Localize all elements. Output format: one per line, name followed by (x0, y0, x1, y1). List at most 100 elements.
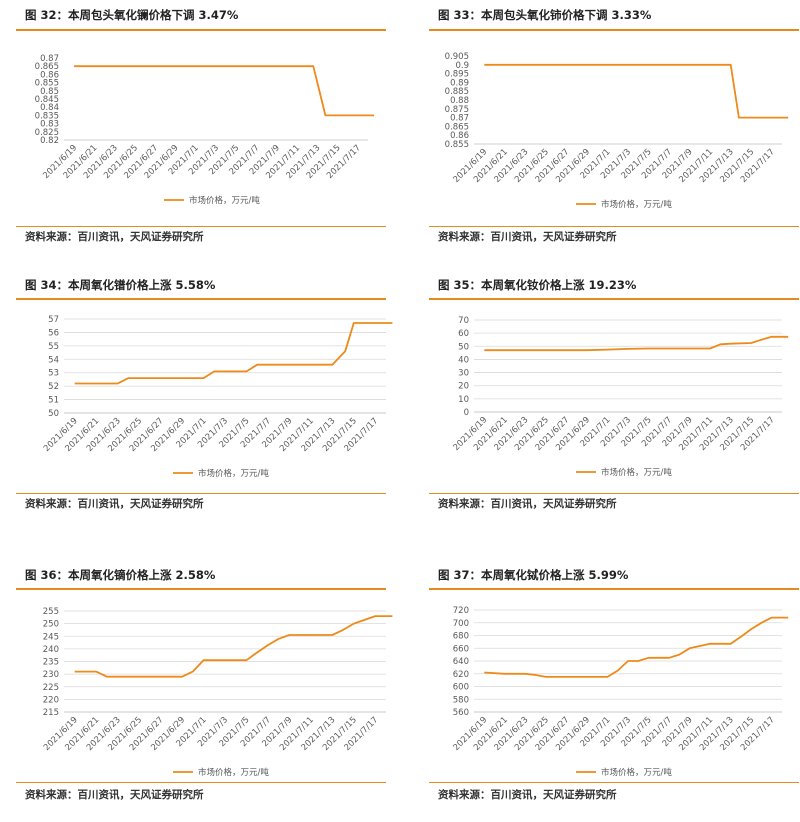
y-tick-label: 0.845 (35, 95, 59, 105)
chart-panel-2: 图 33：本周包头氧化铈价格下调 3.33% 0.905 0.9 0.895 0.89… (413, 8, 800, 248)
y-tick-label: 0.865 (35, 62, 59, 72)
chart-title: 图 34：本周氧化镨价格上涨 5.58% (25, 278, 216, 292)
chart-panel-6: 图 37：本周氧化铽价格上涨 5.99% 720 700 680 660 640 620 6… (413, 568, 800, 813)
y-tick-label: 0.875 (445, 105, 469, 115)
title-rule (16, 29, 386, 31)
line-chart: 0.9050.90.8950.890.8850.880.8750.870.865… (445, 52, 789, 210)
title-rule (16, 298, 386, 300)
source-note: 资料来源：百川资讯，天风证券研究所 (25, 789, 204, 801)
y-tick-label: 0.825 (35, 128, 59, 138)
source-note: 资料来源：百川资讯，天风证券研究所 (438, 789, 617, 801)
y-tick-label: 0.83 (40, 120, 59, 130)
title-rule (429, 29, 799, 31)
y-tick-label: 10 (458, 395, 469, 405)
series-line (74, 615, 393, 678)
y-tick-label: 580 (453, 695, 469, 705)
y-tick-label: 620 (453, 670, 469, 680)
legend-label: 市场价格，万元/吨 (189, 195, 260, 206)
source-note: 资料来源：百川资讯，天风证券研究所 (438, 231, 617, 243)
chart-title: 图 36：本周氧化镝价格上涨 2.58% (25, 568, 216, 582)
y-tick-label: 720 (453, 606, 469, 616)
y-tick-label: 600 (453, 683, 469, 693)
y-tick-label: 680 (453, 632, 469, 642)
y-tick-label: 60 (458, 329, 469, 339)
y-tick-label: 220 (43, 695, 59, 705)
y-tick-label: 0.885 (445, 87, 469, 97)
source-rule (16, 782, 386, 783)
line-chart: 2552502452402352302252202152021/6/192021… (42, 607, 393, 778)
y-tick-label: 0.855 (445, 140, 469, 150)
y-tick-label: 70 (458, 316, 469, 326)
source-note: 资料来源：百川资讯，天风证券研究所 (438, 498, 617, 510)
line-chart: 7060504030201002021/6/192021/6/212021/6/… (451, 316, 789, 478)
series-line (484, 616, 789, 678)
y-tick-label: 0.88 (450, 96, 469, 106)
y-tick-label: 30 (458, 369, 469, 379)
legend-label: 市场价格，万元/吨 (601, 199, 672, 210)
y-tick-label: 700 (453, 619, 469, 629)
y-tick-label: 0.87 (450, 114, 469, 124)
y-tick-label: 245 (43, 632, 59, 642)
title-rule (429, 298, 799, 300)
chart-panel-3: 图 34：本周氧化镨价格上涨 5.58% 57 56 55 54 53 52 51 50 202… (0, 278, 393, 518)
y-tick-label: 0.9 (455, 61, 469, 71)
source-rule (429, 226, 799, 227)
y-tick-label: 0.855 (35, 79, 59, 89)
y-tick-label: 56 (48, 328, 59, 338)
y-tick-label: 20 (458, 382, 469, 392)
y-tick-label: 215 (43, 708, 59, 718)
y-tick-label: 225 (43, 683, 59, 693)
y-tick-label: 52 (48, 382, 59, 392)
legend-label: 市场价格，万元/吨 (198, 468, 269, 479)
y-tick-label: 0.84 (40, 103, 59, 113)
y-tick-label: 0 (464, 408, 469, 418)
y-tick-label: 0.89 (450, 78, 469, 88)
chart-title: 图 32：本周包头氧化镧价格下调 3.47% (25, 8, 239, 22)
y-tick-label: 660 (453, 644, 469, 654)
chart-panel-4: 图 35：本周氧化钕价格上涨 19.23% 70 60 50 40 30 20 10 0 202… (413, 278, 800, 518)
y-tick-label: 57 (48, 315, 59, 325)
chart-panel-5: 图 36：本周氧化镝价格上涨 2.58% 255 250 245 240 235 230 2… (0, 568, 393, 813)
y-tick-label: 51 (48, 396, 59, 406)
y-tick-label: 53 (48, 369, 59, 379)
y-tick-label: 640 (453, 657, 469, 667)
y-tick-label: 230 (43, 670, 59, 680)
y-tick-label: 50 (48, 409, 59, 419)
chart-title: 图 35：本周氧化钕价格上涨 19.23% (438, 278, 637, 292)
source-note: 资料来源：百川资讯，天风证券研究所 (25, 498, 204, 510)
y-tick-label: 0.82 (40, 136, 59, 146)
series-line (484, 63, 789, 119)
y-tick-label: 40 (458, 355, 469, 365)
source-rule (16, 226, 386, 227)
y-tick-label: 50 (458, 342, 469, 352)
y-tick-label: 0.86 (40, 70, 59, 80)
line-chart: 7207006806606406206005805602021/6/192021… (451, 606, 789, 778)
source-rule (16, 493, 386, 494)
legend-label: 市场价格，万元/吨 (198, 767, 269, 778)
series-line (484, 335, 789, 352)
y-tick-label: 560 (453, 708, 469, 718)
y-tick-label: 250 (43, 620, 59, 630)
title-rule (16, 588, 386, 590)
y-tick-label: 0.905 (445, 52, 469, 62)
chart-title: 图 37：本周氧化铽价格上涨 5.99% (438, 568, 629, 582)
y-tick-label: 255 (43, 607, 59, 617)
chart-panel-1: 图 32：本周包头氧化镧价格下调 3.47% 0.87 0.865 0.86 0.85… (0, 8, 387, 248)
y-tick-label: 235 (43, 658, 59, 668)
y-tick-label: 54 (48, 355, 59, 365)
y-tick-label: 0.85 (40, 87, 59, 97)
y-tick-label: 0.86 (450, 131, 469, 141)
y-tick-label: 0.835 (35, 111, 59, 121)
legend-label: 市场价格，万元/吨 (601, 767, 672, 778)
series-line (74, 322, 393, 385)
y-tick-label: 0.87 (40, 54, 59, 64)
line-chart: 57565554535251502021/6/192021/6/212021/6… (42, 315, 393, 479)
series-line (74, 65, 375, 117)
source-rule (429, 493, 799, 494)
title-rule (429, 588, 799, 590)
source-rule (429, 782, 799, 783)
y-tick-label: 240 (43, 645, 59, 655)
line-chart: 0.870.8650.860.8550.850.8450.840.8350.83… (35, 54, 375, 206)
y-tick-label: 0.895 (445, 70, 469, 80)
legend-label: 市场价格，万元/吨 (601, 467, 672, 478)
